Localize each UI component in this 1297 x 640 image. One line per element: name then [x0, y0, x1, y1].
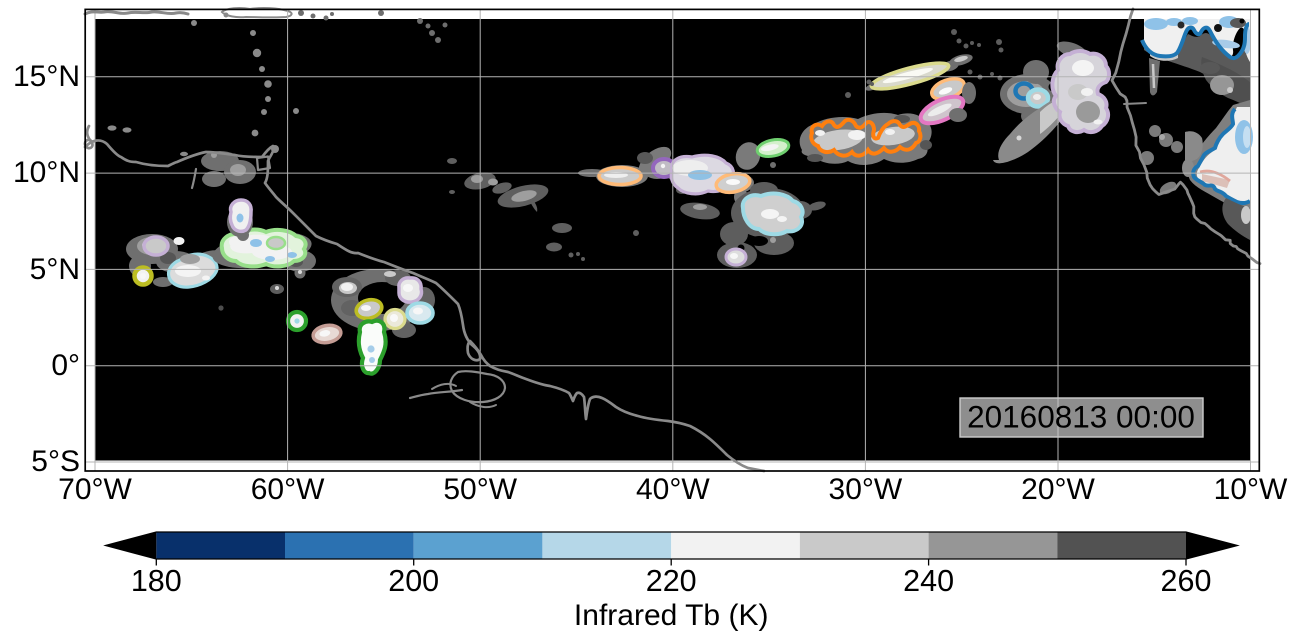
svg-text:30°W: 30°W	[829, 473, 903, 506]
svg-text:20160813 00:00: 20160813 00:00	[967, 399, 1195, 435]
svg-text:240: 240	[903, 564, 954, 598]
svg-text:20°W: 20°W	[1021, 473, 1095, 506]
svg-text:180: 180	[131, 564, 182, 598]
svg-text:5°N: 5°N	[30, 253, 80, 286]
svg-text:0°: 0°	[51, 349, 80, 382]
svg-text:15°N: 15°N	[13, 60, 80, 93]
svg-text:40°W: 40°W	[636, 473, 710, 506]
svg-text:50°W: 50°W	[443, 473, 517, 506]
svg-text:10°W: 10°W	[1214, 473, 1288, 506]
svg-text:5°S: 5°S	[31, 445, 80, 478]
svg-text:200: 200	[388, 564, 439, 598]
svg-text:70°W: 70°W	[58, 473, 132, 506]
svg-text:60°W: 60°W	[251, 473, 325, 506]
svg-text:Infrared Tb (K): Infrared Tb (K)	[574, 599, 769, 632]
svg-text:10°N: 10°N	[13, 156, 80, 189]
svg-text:260: 260	[1161, 564, 1212, 598]
svg-text:220: 220	[646, 564, 697, 598]
